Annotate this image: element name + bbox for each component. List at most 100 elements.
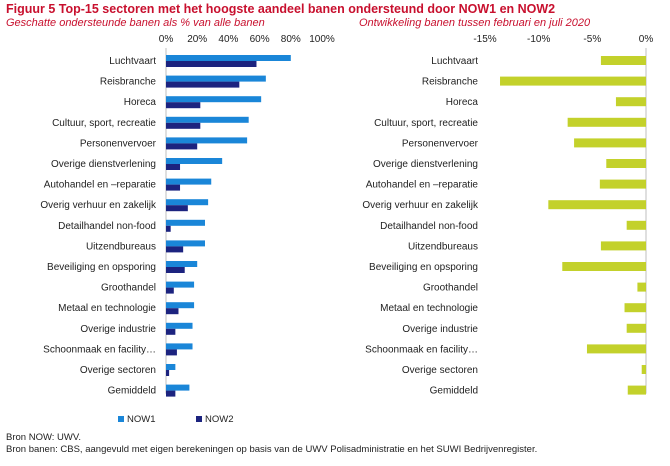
legend-now2-swatch: [196, 416, 202, 422]
chart-area: 0% 20% 40% 60% 80% 100% Luchtvaart Reisbranche H…: [40, 34, 654, 425]
legend-now1-label: NOW1: [127, 414, 156, 425]
now1-bar: [166, 261, 198, 267]
right-category-label: Detailhandel non-food: [380, 221, 478, 232]
right-chart-title: Ontwikkeling banen tussen februari en ju…: [359, 17, 591, 29]
now2-bar: [166, 370, 170, 376]
left-x-tick-label: 60%: [250, 34, 270, 45]
right-category-label: Groothandel: [423, 283, 478, 294]
right-x-tick-label: -5%: [583, 34, 601, 45]
now2-bar: [166, 143, 198, 150]
left-category-label: Overige sectoren: [80, 365, 156, 376]
left-category-label: Beveiliging en opsporing: [47, 262, 156, 273]
now2-bar: [166, 102, 201, 109]
left-category-label: Cultuur, sport, recreatie: [52, 118, 156, 129]
change-bar: [627, 385, 646, 395]
now2-bar: [166, 308, 179, 315]
change-bar: [562, 262, 646, 271]
right-category-label: Uitzendbureaus: [408, 241, 478, 252]
left-category-label: Detailhandel non-food: [58, 221, 156, 232]
change-bar: [615, 97, 646, 107]
change-bar: [586, 344, 646, 354]
now2-bar: [166, 225, 171, 232]
change-bar: [599, 179, 646, 189]
right-category-label: Overige industrie: [402, 324, 478, 335]
change-bar: [626, 323, 646, 333]
right-category-label: Beveiliging en opsporing: [369, 262, 478, 273]
change-bar: [641, 365, 646, 374]
right-category-label: Gemiddeld: [430, 386, 478, 397]
now1-bar: [166, 158, 223, 164]
right-x-tick-label: -10%: [527, 34, 550, 45]
now1-bar: [166, 178, 212, 185]
left-x-tick-label: 40%: [218, 34, 238, 45]
right-category-label: Metaal en technologie: [380, 303, 478, 314]
now2-bar: [166, 267, 185, 273]
change-bar: [624, 303, 646, 313]
right-category-label: Personenvervoer: [402, 138, 479, 149]
left-chart-title: Geschatte ondersteunde banen als % van a…: [6, 17, 265, 29]
change-bar: [626, 220, 646, 230]
now2-bar: [166, 390, 176, 397]
now1-bar: [166, 55, 291, 61]
footer: Bron NOW: UWV. Bron banen: CBS, aangevul…: [6, 432, 537, 456]
change-bar: [574, 138, 646, 148]
left-category-label: Overig verhuur en zakelijk: [40, 200, 157, 211]
now2-bar: [166, 164, 181, 170]
now2-bar: [166, 81, 240, 88]
change-bar: [500, 76, 646, 86]
left-category-label: Overige dienstverlening: [51, 159, 156, 170]
legend-now2-label: NOW2: [205, 414, 234, 425]
left-category-label: Overige industrie: [80, 324, 156, 335]
left-x-tick-label: 80%: [281, 34, 301, 45]
now1-bar: [166, 384, 190, 391]
left-category-label: Schoonmaak en facility…: [43, 344, 156, 355]
left-x-tick-label: 100%: [309, 34, 335, 45]
right-category-label: Overig verhuur en zakelijk: [362, 200, 479, 211]
now1-bar: [166, 240, 205, 247]
now2-bar: [166, 287, 174, 294]
left-category-label: Luchtvaart: [109, 56, 156, 67]
now2-bar: [166, 328, 176, 335]
now1-bar: [166, 75, 266, 82]
now1-bar: [166, 322, 193, 329]
source-banen: Bron banen: CBS, aangevuld met eigen ber…: [6, 444, 538, 455]
now2-bar: [166, 61, 257, 67]
now2-bar: [166, 184, 181, 191]
change-bar: [600, 241, 646, 251]
change-bar: [600, 56, 646, 65]
now1-bar: [166, 199, 209, 206]
now1-bar: [166, 281, 195, 288]
right-category-label: Schoonmaak en facility…: [365, 344, 478, 355]
left-category-label: Horeca: [124, 97, 157, 108]
now1-bar: [166, 364, 176, 370]
left-category-label: Metaal en technologie: [58, 303, 156, 314]
figure-title: Figuur 5 Top-15 sectoren met het hoogste…: [6, 2, 556, 16]
left-category-label: Personenvervoer: [80, 138, 157, 149]
right-category-label: Luchtvaart: [431, 56, 478, 67]
now2-bar: [166, 246, 184, 253]
right-x-tick-label: -15%: [473, 34, 496, 45]
left-category-label: Gemiddeld: [108, 386, 156, 397]
now2-bar: [166, 122, 201, 129]
now1-bar: [166, 302, 195, 309]
change-bar: [637, 282, 646, 292]
left-category-label: Autohandel en –reparatie: [44, 180, 157, 191]
right-x-tick-label: 0%: [639, 34, 654, 45]
change-bar: [567, 117, 646, 127]
now1-bar: [166, 96, 262, 103]
right-category-label: Reisbranche: [422, 77, 479, 88]
right-category-label: Cultuur, sport, recreatie: [374, 118, 478, 129]
legend-now1-swatch: [118, 416, 124, 422]
left-x-tick-label: 0%: [159, 34, 174, 45]
right-category-label: Autohandel en –reparatie: [366, 180, 479, 191]
left-category-label: Uitzendbureaus: [86, 241, 156, 252]
right-category-label: Horeca: [446, 97, 479, 108]
now1-bar: [166, 137, 248, 144]
now1-bar: [166, 219, 205, 226]
left-category-label: Groothandel: [101, 283, 156, 294]
now1-bar: [166, 116, 249, 123]
change-bar: [548, 200, 646, 210]
right-category-label: Overige sectoren: [402, 365, 478, 376]
right-category-label: Overige dienstverlening: [373, 159, 478, 170]
left-category-label: Reisbranche: [100, 77, 157, 88]
